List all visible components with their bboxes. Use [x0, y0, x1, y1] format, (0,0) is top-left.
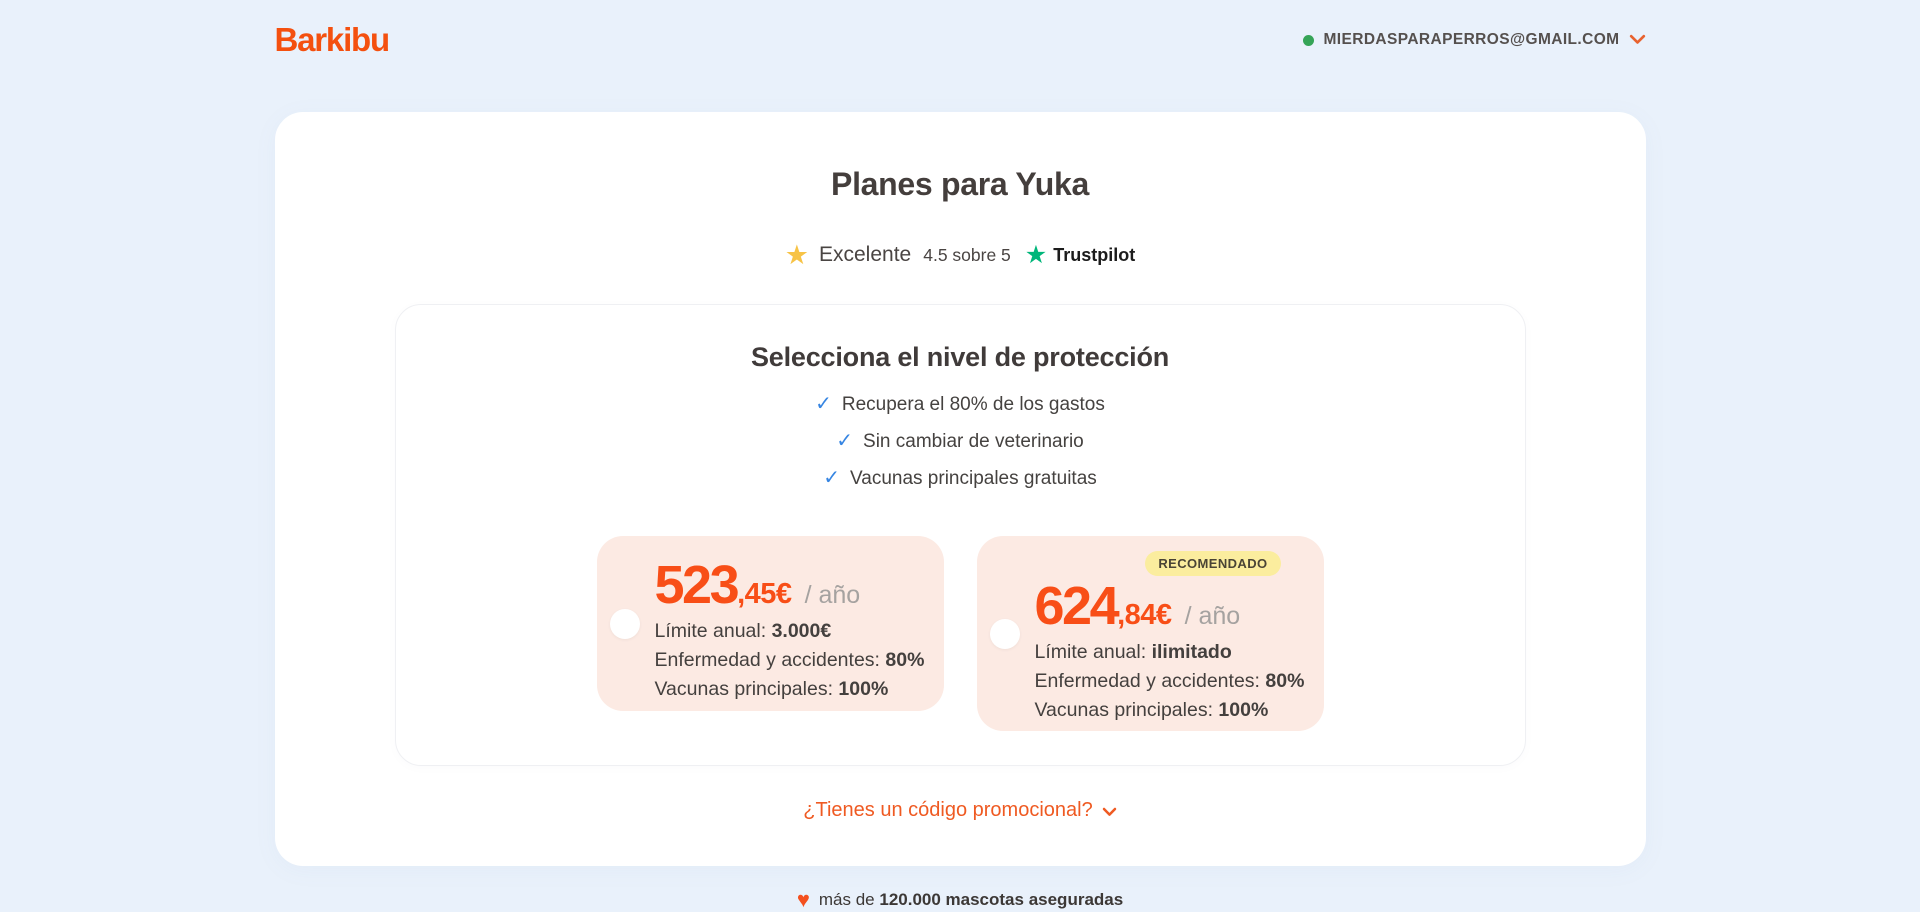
plan-recommended-details: Límite anual: ilimitado Enfermedad y acc…: [1035, 638, 1306, 725]
trustpilot-rating[interactable]: ★ Excelente 4.5 sobre 5 ★ Trustpilot: [275, 240, 1646, 270]
price-period: / año: [804, 581, 861, 609]
account-email: MIERDASPARAPERROS@GMAIL.COM: [1323, 31, 1620, 48]
plan-basic-radio[interactable]: [609, 608, 640, 639]
benefit-text: Sin cambiar de veterinario: [863, 431, 1084, 452]
rating-score: 4.5 sobre 5: [923, 244, 1011, 265]
star-icon: ★: [784, 239, 809, 270]
rating-label: Excelente: [819, 243, 912, 266]
benefit-item: ✓ Vacunas principales gratuitas: [396, 460, 1525, 497]
detail-illness-accidents: Enfermedad y accidentes: 80%: [654, 649, 925, 671]
plan-card-basic[interactable]: 523,45€ / año Límite anual: 3.000€ Enferm…: [596, 536, 944, 711]
check-icon: ✓: [836, 430, 854, 452]
benefit-item: ✓ Recupera el 80% de los gastos: [396, 386, 1525, 423]
account-menu[interactable]: MIERDASPARAPERROS@GMAIL.COM: [1303, 30, 1645, 50]
footer: ♥ más de 120.000 mascotas aseguradas: [0, 887, 1920, 912]
plans-card: Planes para Yuka ★ Excelente 4.5 sobre 5…: [274, 112, 1646, 866]
trustpilot-star-icon: ★: [1024, 240, 1048, 269]
promo-code-toggle[interactable]: ¿Tienes un código promocional?: [275, 798, 1646, 822]
detail-annual-limit: Límite anual: 3.000€: [654, 620, 832, 642]
detail-vaccines: Vacunas principales: 100%: [1034, 699, 1269, 721]
plan-basic-price: 523,45€ / año: [655, 558, 926, 612]
online-status-dot: [1303, 34, 1315, 46]
benefit-text: Vacunas principales gratuitas: [849, 468, 1097, 489]
plans-row: 523,45€ / año Límite anual: 3.000€ Enferm…: [396, 536, 1525, 731]
promo-code-label: ¿Tienes un código promocional?: [803, 798, 1093, 821]
trustpilot-wordmark: Trustpilot: [1053, 244, 1136, 265]
price-decimals: ,45€: [737, 578, 792, 610]
plan-card-recommended[interactable]: RECOMENDADO 624,84€ / año Límite anual: i…: [976, 536, 1324, 731]
check-icon: ✓: [815, 393, 832, 415]
detail-illness-accidents: Enfermedad y accidentes: 80%: [1034, 670, 1305, 692]
chevron-down-icon: [1629, 32, 1646, 50]
benefit-item: ✓ Sin cambiar de veterinario: [396, 423, 1525, 460]
price-integer: 624: [1034, 576, 1120, 636]
badge-row: RECOMENDADO: [1035, 551, 1306, 576]
protection-selector: Selecciona el nivel de protección ✓ Recup…: [394, 304, 1526, 766]
check-icon: ✓: [823, 467, 840, 489]
benefits-list: ✓ Recupera el 80% de los gastos ✓ Sin camb…: [396, 386, 1525, 497]
plan-recommended-price: 624,84€ / año: [1035, 579, 1306, 633]
selector-heading: Selecciona el nivel de protección: [750, 342, 1170, 372]
chevron-down-icon: [1102, 800, 1117, 823]
plan-basic-details: Límite anual: 3.000€ Enfermedad y accide…: [655, 617, 926, 704]
detail-annual-limit: Límite anual: ilimitado: [1034, 641, 1232, 663]
footer-text: más de 120.000 mascotas aseguradas: [818, 890, 1124, 909]
recommended-badge: RECOMENDADO: [1145, 551, 1281, 576]
barkibu-logo[interactable]: Barkibu: [274, 21, 391, 58]
benefit-text: Recupera el 80% de los gastos: [841, 394, 1105, 415]
plan-recommended-radio[interactable]: [989, 618, 1020, 649]
price-decimals: ,84€: [1117, 599, 1172, 631]
detail-vaccines: Vacunas principales: 100%: [654, 678, 889, 700]
page-title: Planes para Yuka: [831, 166, 1089, 202]
price-integer: 523: [654, 555, 740, 615]
price-period: / año: [1184, 602, 1241, 630]
header: Barkibu MIERDASPARAPERROS@GMAIL.COM: [275, 0, 1646, 59]
heart-icon: ♥: [796, 887, 810, 912]
